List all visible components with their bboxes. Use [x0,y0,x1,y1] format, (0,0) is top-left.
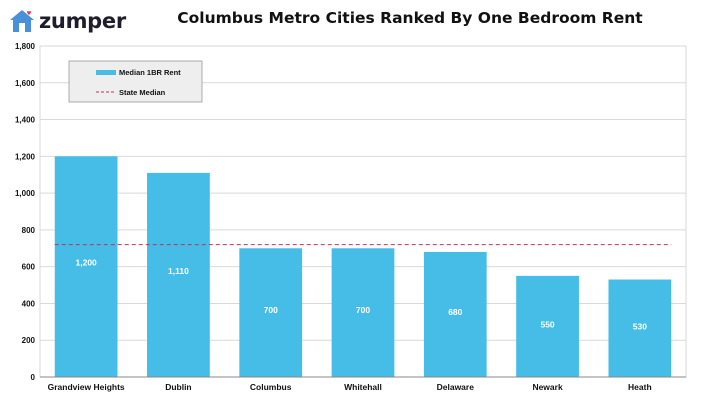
data-label: 550 [540,319,554,329]
bar [423,251,487,377]
data-label: 700 [264,305,278,315]
data-label: 530 [633,321,647,331]
legend-label: State Median [119,88,166,97]
bar [239,248,303,377]
data-label: 1,200 [76,257,98,267]
y-tick-label: 0 [31,373,36,382]
bar [516,275,579,377]
bar [54,156,118,377]
y-tick-label: 600 [22,263,36,272]
legend-swatch-median-1br-rent [96,70,116,75]
x-tick-label: Heath [628,382,652,392]
bar [331,248,395,377]
x-tick-label: Columbus [250,382,292,392]
bar [608,279,672,377]
legend-box [68,60,203,103]
y-tick-label: 800 [22,226,36,235]
legend-label: Median 1BR Rent [119,68,181,77]
data-label: 1,110 [168,266,189,276]
y-tick-label: 1,600 [15,79,36,88]
x-tick-label: Whitehall [344,382,382,392]
brand-name: zumper [39,9,126,33]
bars: 1,200 1,110 700 700 680 550 530 [54,156,672,377]
house-icon [10,10,34,32]
bar [147,172,210,377]
x-tick-label: Delaware [437,382,475,392]
axes: 0 200 400 600 800 1,000 1,200 1,400 1,600 1,800 Gr… [15,42,686,392]
data-label: 680 [448,307,462,317]
y-tick-label: 1,200 [15,152,36,161]
y-tick-label: 1,400 [15,116,36,125]
y-tick-label: 200 [22,336,36,345]
x-tick-label: Grandview Heights [48,382,125,392]
legend: Median 1BR Rent State Median [68,60,203,103]
y-tick-label: 400 [22,299,36,308]
chart-title: Columbus Metro Cities Ranked By One Bedr… [177,9,643,27]
zumper-logo: zumper [8,8,126,34]
y-tick-label: 1,000 [15,189,36,198]
x-tick-label: Dublin [165,382,191,392]
data-label: 700 [356,305,370,315]
x-tick-label: Newark [532,382,563,392]
y-tick-label: 1,800 [15,42,36,51]
